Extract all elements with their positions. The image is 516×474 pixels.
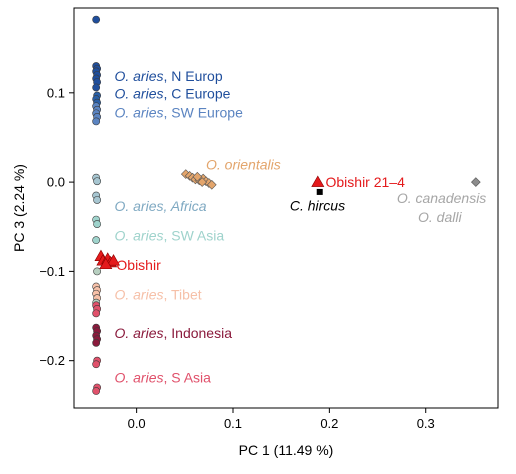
data-point	[93, 177, 102, 186]
x-axis-ticks: 0.0 0.1 0.2 0.3	[128, 408, 435, 431]
y-tick-label: −0.2	[39, 353, 65, 368]
lbl-n-europe: O. aries, N Europ	[114, 68, 222, 84]
lbl-canadensis: O. canadensis	[397, 190, 487, 206]
data-points	[92, 15, 481, 395]
data-point	[206, 179, 217, 190]
data-point	[106, 254, 121, 266]
x-tick-label: 0.1	[224, 416, 242, 431]
series-sw-europe	[92, 102, 102, 126]
x-tick-label: 0.3	[417, 416, 435, 431]
data-point	[316, 188, 323, 195]
lbl-tibet: O. aries, Tibet	[114, 287, 201, 303]
y-tick-label: 0.0	[47, 175, 65, 190]
data-point	[92, 338, 101, 347]
series-orientalis	[180, 169, 217, 190]
lbl-sw-europe: O. aries, SW Europe	[114, 104, 243, 120]
series-obishir-21-4	[311, 175, 325, 187]
group-labels: O. aries, N Europ O. aries, C Europe O. ar…	[114, 68, 486, 386]
x-tick-label: 0.2	[320, 416, 338, 431]
series-canadensis-dalli	[471, 177, 481, 187]
lbl-c-hircus: C. hircus	[290, 197, 345, 213]
x-axis-title: PC 1 (11.49 %)	[239, 442, 334, 458]
series-africa	[92, 173, 102, 204]
series-indonesia	[92, 323, 102, 347]
series-s-asia	[92, 301, 102, 395]
data-point	[471, 177, 481, 187]
x-tick-label: 0.0	[128, 416, 146, 431]
data-point	[93, 220, 102, 228]
lbl-obishir: Obishir	[116, 257, 161, 273]
data-point	[92, 360, 101, 369]
data-point	[92, 83, 101, 92]
data-point	[192, 171, 203, 182]
lbl-indonesia: O. aries, Indonesia	[114, 325, 232, 341]
lbl-sw-asia: O. aries, SW Asia	[114, 228, 224, 244]
y-axis-title: PC 3 (2.24 %)	[11, 164, 27, 252]
data-point	[92, 309, 101, 318]
y-tick-label: 0.1	[47, 85, 65, 100]
series-n-europe	[92, 15, 102, 92]
plot-frame	[73, 7, 499, 409]
series-sw-asia	[92, 215, 102, 245]
data-point	[99, 257, 113, 270]
series-obishir	[94, 249, 121, 270]
lbl-orientalis: O. orientalis	[206, 156, 281, 172]
y-axis-ticks: 0.1 0.0 −0.1 −0.2	[39, 85, 74, 368]
data-point	[92, 15, 101, 24]
data-point	[92, 236, 101, 245]
data-point	[93, 196, 102, 204]
data-point	[197, 177, 207, 187]
y-tick-label: −0.1	[39, 264, 65, 279]
lbl-obishir-21-4: Obishir 21–4	[326, 174, 406, 190]
data-point	[92, 117, 101, 126]
series-c-hircus	[316, 188, 323, 195]
lbl-s-asia: O. aries, S Asia	[114, 370, 211, 386]
data-point	[93, 267, 102, 276]
data-point	[311, 175, 325, 187]
data-point	[92, 387, 101, 395]
lbl-c-europe: O. aries, C Europe	[114, 86, 230, 102]
lbl-dalli: O. dalli	[418, 209, 462, 225]
lbl-africa: O. aries, Africa	[114, 198, 206, 214]
